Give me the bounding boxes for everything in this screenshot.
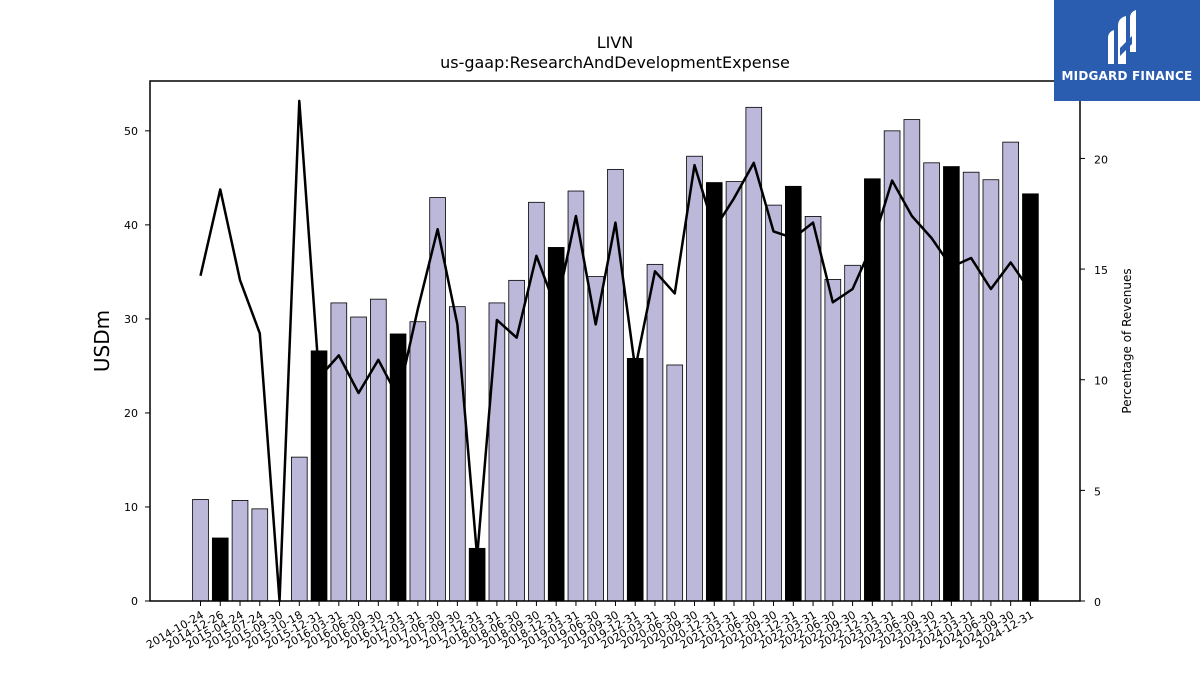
- bar-2024-12-31: [1022, 193, 1039, 602]
- bar-2018-09-30: [528, 201, 545, 602]
- line-group: [199, 99, 1032, 603]
- bar-2022-06-30: [824, 279, 842, 602]
- bar-2016-09-30: [370, 298, 387, 602]
- chart-title: LIVN: [597, 33, 634, 52]
- ytick-left-label: 10: [124, 501, 138, 514]
- x-axis-ticks: 2014-10-242014-12-262015-04-242015-07-24…: [144, 601, 1036, 652]
- ytick-left-label: 50: [124, 125, 138, 138]
- bar-2015-12-31: [310, 350, 328, 602]
- ytick-left-label: 30: [124, 313, 138, 326]
- right-axis-ticks: 0 5 10 15 20: [1080, 153, 1108, 609]
- bar-2014-10-24: [192, 499, 209, 602]
- y-axis-label-right: Percentage of Revenues: [1120, 268, 1134, 413]
- bar-2016-03-31: [330, 302, 348, 602]
- percentage-line: [199, 99, 1032, 603]
- bar-2018-03-31: [488, 302, 506, 602]
- bar-2014-12-26: [211, 537, 229, 602]
- bar-2020-06-30: [666, 364, 684, 602]
- ytick-right-label: 15: [1094, 264, 1108, 277]
- bar-2021-09-30: [765, 204, 782, 602]
- bar-2018-06-30: [508, 279, 525, 602]
- bar-2019-09-30: [607, 168, 624, 602]
- bar-2023-09-30: [923, 162, 940, 602]
- chart-subtitle: us-gaap:ResearchAndDevelopmentExpense: [440, 53, 790, 72]
- bar-2020-09-30: [686, 155, 703, 602]
- bar-2020-03-31: [646, 263, 664, 602]
- bar-2024-09-30: [1002, 141, 1019, 602]
- bar-2021-12-31: [785, 185, 802, 602]
- ytick-left-label: 0: [131, 595, 138, 608]
- bar-2016-06-30: [350, 316, 367, 602]
- ytick-left-label: 20: [124, 407, 138, 420]
- bar-2024-06-30: [982, 179, 1000, 602]
- bar-2022-09-30: [844, 264, 861, 602]
- ytick-right-label: 10: [1094, 375, 1108, 388]
- bars-group: [192, 106, 1039, 602]
- bar-2019-12-31: [626, 357, 644, 602]
- bar-2018-12-31: [547, 247, 565, 602]
- ytick-right-label: 5: [1094, 485, 1101, 498]
- bar-2020-12-31: [705, 182, 723, 602]
- bar-2023-06-30: [903, 119, 921, 602]
- bar-2017-09-30: [449, 306, 466, 602]
- bar-2015-04-24: [231, 499, 249, 602]
- bar-2021-03-31: [725, 181, 743, 602]
- bar-2023-12-31: [943, 166, 960, 602]
- brand-logo: MIDGARD FINANCE: [1054, 0, 1200, 101]
- ytick-right-label: 0: [1094, 596, 1101, 609]
- left-axis-ticks: 0 10 20 30 40 50: [124, 125, 150, 608]
- bar-2015-07-24: [251, 508, 269, 602]
- bar-2022-03-31: [804, 216, 822, 602]
- bar-2017-03-31: [409, 321, 427, 602]
- ytick-left-label: 40: [124, 219, 138, 232]
- bar-2024-03-31: [962, 171, 980, 602]
- ytick-right-label: 20: [1094, 153, 1108, 166]
- y-axis-label-left: USDm: [90, 310, 114, 372]
- bar-2015-10-18: [290, 456, 308, 602]
- logo-text: MIDGARD FINANCE: [1061, 69, 1193, 83]
- logo-mark-icon: [1108, 10, 1136, 64]
